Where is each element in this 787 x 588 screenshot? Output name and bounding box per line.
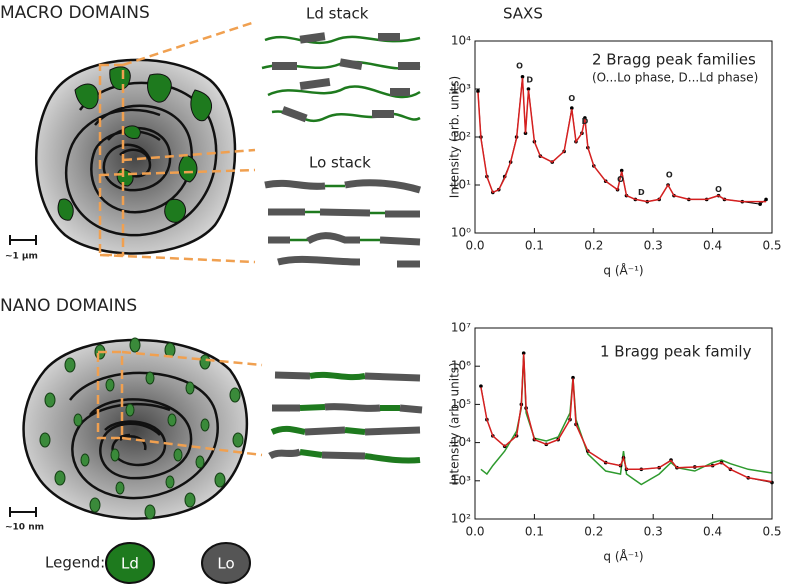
scale-label: ~10 nm — [5, 523, 44, 533]
y-tick-label: 10² — [451, 130, 471, 144]
legend-label: Lo — [217, 555, 234, 573]
x-tick-label: 0.5 — [762, 239, 781, 253]
x-tick-label: 0.3 — [644, 525, 663, 539]
legend-title: Legend: — [45, 554, 105, 572]
peak-label: D — [638, 188, 645, 197]
x-tick-label: 0.5 — [762, 525, 781, 539]
x-tick-label: 0.4 — [703, 525, 722, 539]
series-line — [477, 77, 767, 203]
peak-label: O — [715, 185, 722, 194]
heading: NANO DOMAINS — [0, 296, 137, 316]
x-tick-label: 0.4 — [703, 239, 722, 253]
legend-swatch — [105, 542, 155, 584]
x-axis-label: q (Å⁻¹) — [603, 263, 643, 278]
nano-stack — [268, 371, 423, 464]
data-point — [583, 116, 587, 120]
peak-label: D — [526, 75, 533, 84]
y-axis-label: Intensity (arb. units) — [448, 76, 462, 198]
data-point — [479, 384, 483, 388]
data-point — [619, 168, 624, 173]
peak-label: D — [582, 117, 589, 126]
data-point — [526, 87, 531, 91]
legend: Ld Lo — [105, 542, 251, 584]
ld-stack — [261, 32, 421, 123]
y-tick-label: 10¹ — [451, 178, 471, 192]
y-tick-label: 10⁵ — [451, 397, 471, 411]
annotation: (O...Lo phase, D...Ld phase) — [592, 71, 758, 85]
x-tick-label: 0.2 — [584, 239, 603, 253]
peak-label: O — [617, 175, 624, 184]
heading: Ld stack — [306, 5, 369, 23]
x-tick-label: 0.1 — [525, 239, 544, 253]
data-point — [521, 351, 526, 355]
peak-label: O — [568, 94, 575, 103]
data-point — [571, 375, 575, 380]
scale-label: ~1 µm — [5, 252, 38, 262]
heading: MACRO DOMAINS — [0, 3, 150, 23]
charts: 0.0 0.1 0.2 0.3 0.4 0.5 10⁰ 10¹ 10² 10³ 10⁴ q (Å⁻¹)… — [448, 34, 782, 564]
plot-frame — [474, 327, 773, 520]
y-tick-label: 10³ — [451, 82, 471, 96]
lo-stack — [264, 179, 422, 268]
data-point — [570, 106, 574, 110]
y-tick-label: 10⁷ — [451, 321, 471, 335]
y-tick-label: 10⁴ — [451, 34, 471, 48]
y-tick-label: 10³ — [451, 473, 471, 487]
data-point — [520, 74, 525, 79]
x-tick-label: 0.1 — [525, 525, 544, 539]
y-axis-label: Intensity (arb. units) — [448, 362, 462, 484]
peak-label: O — [516, 62, 523, 71]
x-tick-label: 0.2 — [584, 525, 603, 539]
data-point — [764, 197, 768, 202]
y-tick-label: 10⁰ — [451, 226, 471, 240]
peak-label: O — [666, 171, 673, 180]
legend-label: Ld — [121, 555, 139, 573]
x-tick-label: 0.3 — [644, 239, 663, 253]
data-point — [758, 202, 762, 206]
heading: SAXS — [503, 5, 543, 23]
y-tick-label: 10² — [451, 512, 471, 526]
y-tick-label: 10⁴ — [451, 435, 471, 449]
annotation: 2 Bragg peak families — [592, 51, 756, 69]
macro-diagram — [9, 20, 256, 264]
annotation: 1 Bragg peak family — [600, 343, 752, 361]
legend-swatch — [201, 542, 251, 584]
x-tick-label: 0.0 — [465, 525, 484, 539]
x-axis-label: q (Å⁻¹) — [603, 549, 643, 564]
y-tick-label: 10⁶ — [451, 359, 471, 373]
series-line — [480, 353, 773, 483]
data-point — [476, 89, 480, 93]
heading: Lo stack — [309, 154, 371, 172]
x-tick-label: 0.0 — [465, 239, 484, 253]
nano-diagram — [9, 337, 263, 520]
